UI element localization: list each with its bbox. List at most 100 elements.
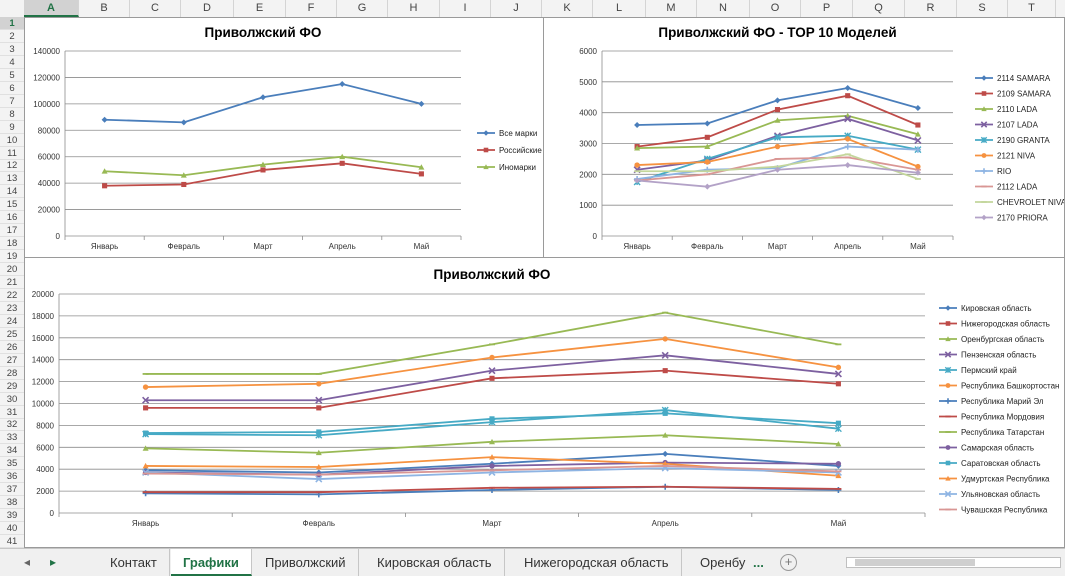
left-arrow-icon[interactable]: ◂: [23, 555, 31, 569]
legend-entry: Иномарки: [477, 163, 536, 172]
chart-regions[interactable]: Приволжский ФО 0 2000 4000 6000 8000 10000 1200…: [24, 257, 1065, 548]
column-header-o[interactable]: O: [750, 0, 801, 17]
plus-circle-icon[interactable]: +: [780, 554, 797, 571]
column-header-h[interactable]: H: [388, 0, 440, 17]
row-header-30[interactable]: 30: [0, 393, 24, 406]
row-header-33[interactable]: 33: [0, 431, 24, 445]
column-header-a[interactable]: A: [24, 0, 79, 17]
row-header-35[interactable]: 35: [0, 457, 24, 471]
row-header-22[interactable]: 22: [0, 289, 24, 302]
row-header-26[interactable]: 26: [0, 341, 24, 354]
row-header-40[interactable]: 40: [0, 522, 24, 536]
row-header-19[interactable]: 19: [0, 250, 24, 264]
column-header-f[interactable]: F: [286, 0, 337, 17]
tab-orenburg[interactable]: Оренбу ...: [688, 549, 768, 576]
data-point: [142, 396, 150, 404]
row-header-18[interactable]: 18: [0, 237, 24, 251]
tab-grafiki[interactable]: Графики: [171, 549, 252, 576]
row-header-21[interactable]: 21: [0, 276, 24, 289]
row-header-4[interactable]: 4: [0, 56, 24, 69]
row-header-27[interactable]: 27: [0, 354, 24, 367]
column-header-k[interactable]: K: [542, 0, 593, 17]
gridlines: [59, 293, 925, 514]
horizontal-scrollbar[interactable]: [846, 557, 1061, 568]
data-point: [143, 430, 149, 436]
row-header-36[interactable]: 36: [0, 470, 24, 484]
row-header-28[interactable]: 28: [0, 367, 24, 380]
column-header-d[interactable]: D: [181, 0, 234, 17]
row-header-39[interactable]: 39: [0, 509, 24, 523]
column-header-c[interactable]: C: [130, 0, 181, 17]
legend-entry: Нижегородская область: [939, 320, 1050, 329]
legend-marker: [944, 366, 952, 374]
column-header-q[interactable]: Q: [853, 0, 905, 17]
chart-top10-models[interactable]: Приволжский ФО - TOP 10 Моделей 0 1000 2000…: [543, 17, 1065, 258]
column-header-l[interactable]: L: [593, 0, 646, 17]
row-header-6[interactable]: 6: [0, 82, 24, 95]
column-header-m[interactable]: M: [646, 0, 697, 17]
row-header-24[interactable]: 24: [0, 315, 24, 328]
x-tick-label: Май: [831, 519, 847, 528]
data-point: [418, 100, 425, 107]
row-header-38[interactable]: 38: [0, 496, 24, 510]
tab-nizhegorodskaya[interactable]: Нижегородская область: [512, 549, 682, 576]
column-header-e[interactable]: E: [234, 0, 286, 17]
column-header-p[interactable]: P: [801, 0, 853, 17]
row-header-3[interactable]: 3: [0, 43, 24, 56]
data-point: [489, 375, 495, 381]
row-header-16[interactable]: 16: [0, 211, 24, 225]
column-header-b[interactable]: B: [79, 0, 130, 17]
column-header-j[interactable]: J: [491, 0, 542, 17]
column-header-g[interactable]: G: [337, 0, 388, 17]
row-header-10[interactable]: 10: [0, 134, 24, 147]
legend-marker: [981, 214, 987, 221]
right-arrow-icon[interactable]: ▸: [49, 555, 57, 569]
tabs-more-indicator[interactable]: ...: [753, 555, 764, 570]
tab-kontakt[interactable]: Контакт: [98, 549, 170, 576]
row-header-11[interactable]: 11: [0, 147, 24, 160]
data-point: [844, 162, 851, 169]
row-header-13[interactable]: 13: [0, 172, 24, 186]
y-tick-label: 20000: [32, 290, 55, 299]
row-header-2[interactable]: 2: [0, 30, 24, 43]
gridlines: [65, 50, 461, 237]
column-header-i[interactable]: I: [440, 0, 491, 17]
data-point: [316, 381, 322, 387]
data-point: [704, 143, 711, 149]
row-header-25[interactable]: 25: [0, 328, 24, 341]
data-point: [774, 97, 781, 104]
legend-marker: [945, 475, 951, 481]
scrollbar-thumb[interactable]: [855, 559, 975, 566]
row-header-29[interactable]: 29: [0, 380, 24, 393]
row-header-31[interactable]: 31: [0, 406, 24, 419]
row-header-9[interactable]: 9: [0, 121, 24, 134]
row-header-34[interactable]: 34: [0, 444, 24, 458]
data-point: [835, 487, 842, 494]
row-header-20[interactable]: 20: [0, 263, 24, 277]
tab-privolzhsky[interactable]: Приволжский: [253, 549, 359, 576]
column-header-s[interactable]: S: [957, 0, 1008, 17]
row-header-41[interactable]: 41: [0, 535, 24, 548]
row-header-32[interactable]: 32: [0, 418, 24, 432]
sheet-grid[interactable]: Приволжский ФО 0 20000 40000 60000 80000 10000…: [24, 17, 1065, 548]
row-header-8[interactable]: 8: [0, 108, 24, 121]
y-tick-label: 20000: [38, 206, 61, 215]
row-header-5[interactable]: 5: [0, 69, 24, 82]
legend-entry: Республика Мордовия: [939, 413, 1044, 422]
tab-kirovskaya[interactable]: Кировская область: [365, 549, 505, 576]
data-point: [634, 145, 641, 151]
column-header-r[interactable]: R: [905, 0, 957, 17]
data-point: [662, 368, 668, 374]
row-header-7[interactable]: 7: [0, 95, 24, 108]
chart-total-brands[interactable]: Приволжский ФО 0 20000 40000 60000 80000 10000…: [24, 17, 544, 258]
legend-entry: Оренбургская область: [939, 335, 1044, 344]
row-header-37[interactable]: 37: [0, 483, 24, 497]
row-header-17[interactable]: 17: [0, 224, 24, 238]
row-header-14[interactable]: 14: [0, 185, 24, 199]
row-header-15[interactable]: 15: [0, 198, 24, 212]
column-header-n[interactable]: N: [697, 0, 750, 17]
column-header-t[interactable]: T: [1008, 0, 1056, 17]
row-header-23[interactable]: 23: [0, 302, 24, 315]
row-header-1[interactable]: 1: [0, 17, 24, 30]
row-header-12[interactable]: 12: [0, 159, 24, 173]
